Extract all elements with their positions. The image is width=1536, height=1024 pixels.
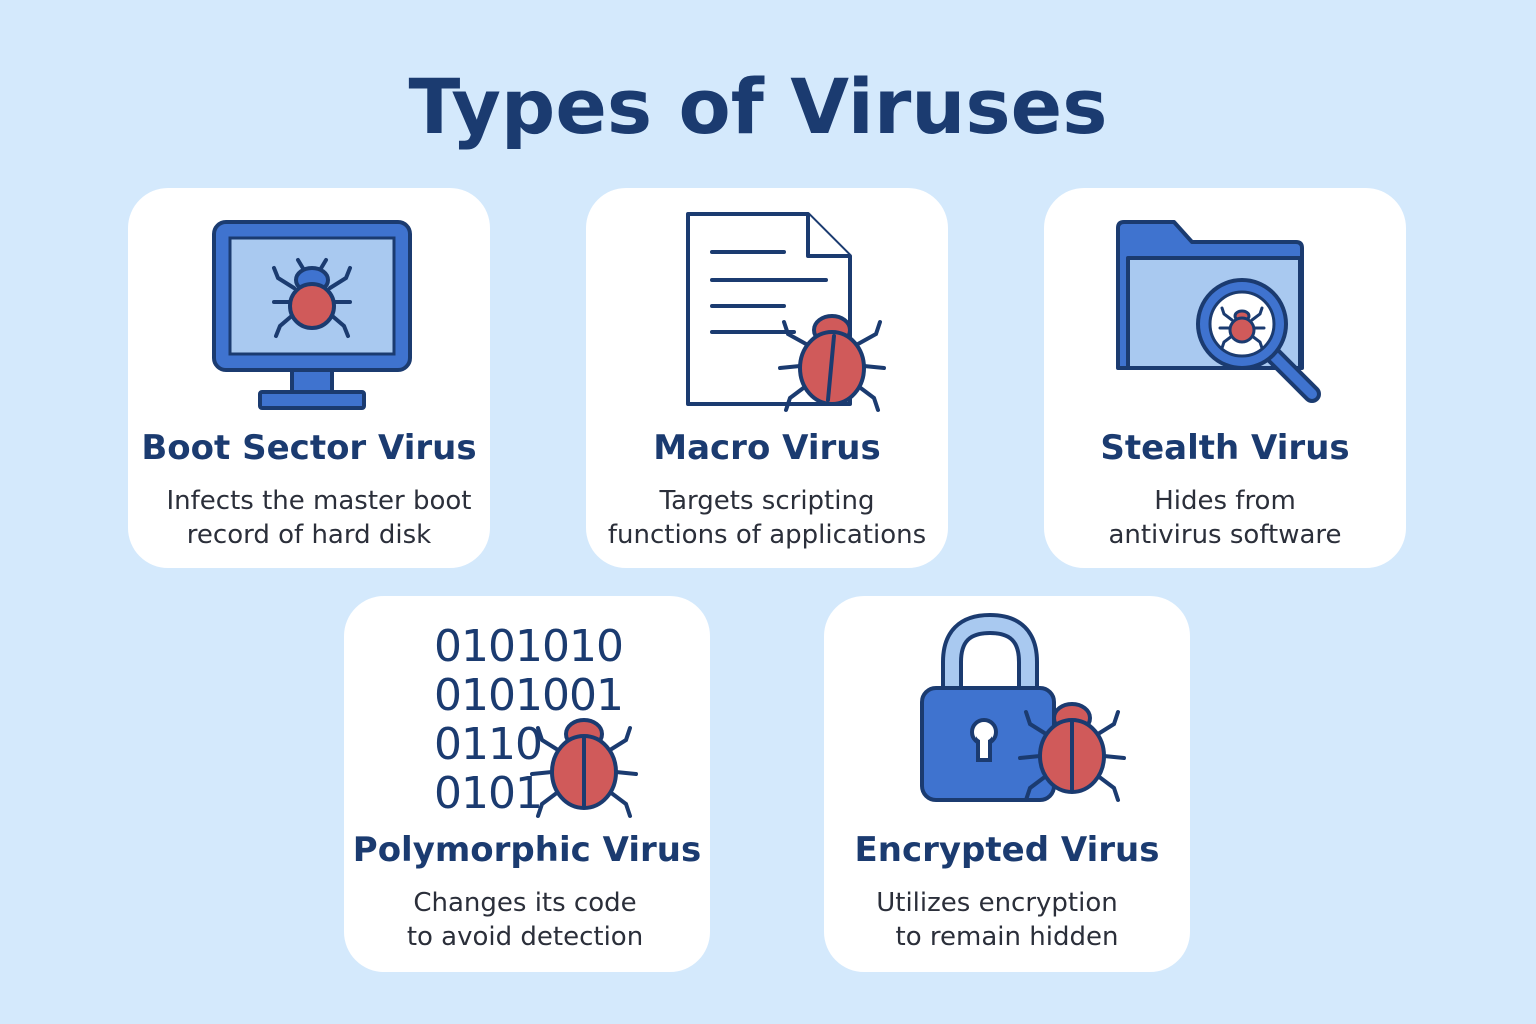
monitor-with-bug-icon [128,188,490,418]
card-encrypted-virus: Encrypted Virus Utilizes encryption to r… [824,596,1190,972]
card-title: Polymorphic Virus [352,830,702,870]
card-description: Infects the master boot record of hard d… [138,484,500,552]
binary-line: 0101010 [434,621,624,672]
card-description-line: Changes its code [413,888,637,918]
binary-line: 0101 [434,768,543,819]
card-description: Utilizes encryption to remain hidden [824,886,1190,954]
card-description-line: Hides from [1154,486,1296,516]
card-description-line: Utilizes encryption [876,888,1118,918]
card-description-line: Infects the master boot [166,486,472,516]
card-stealth-virus: Stealth Virus Hides from antivirus softw… [1044,188,1406,568]
page-title: Types of Viruses [408,62,1108,151]
document-with-bug-icon [586,188,948,418]
card-description-line: antivirus software [1108,520,1342,550]
binary-line: 0101001 [434,670,624,721]
binary-line: 0110 [434,719,543,770]
binary-code: 0101010 0101001 0110 0101 [434,621,624,819]
card-description-line: to remain hidden [895,922,1119,952]
card-description-line: Targets scripting [659,486,875,516]
card-description-line: functions of applications [607,520,927,550]
card-title: Boot Sector Virus [141,428,477,468]
card-boot-sector-virus: Boot Sector Virus Infects the master boo… [128,188,490,568]
card-macro-virus: Macro Virus Targets scripting functions … [586,188,948,568]
card-description-line: record of hard disk [186,520,432,550]
card-description: Targets scripting functions of applicati… [586,484,948,552]
binary-code-bug-icon: 0101010 0101001 0110 0101 [344,596,710,826]
card-description: Hides from antivirus software [1044,484,1406,552]
padlock-with-bug-icon [824,596,1190,826]
card-title: Stealth Virus [1100,428,1350,468]
folder-magnifier-bug-icon [1044,188,1406,418]
card-title: Macro Virus [653,428,881,468]
card-description-line: to avoid detection [406,922,644,952]
card-description: Changes its code to avoid detection [342,886,708,954]
card-polymorphic-virus: 0101010 0101001 0110 0101 Polymorphic [344,596,710,972]
card-title: Encrypted Virus [854,830,1160,870]
